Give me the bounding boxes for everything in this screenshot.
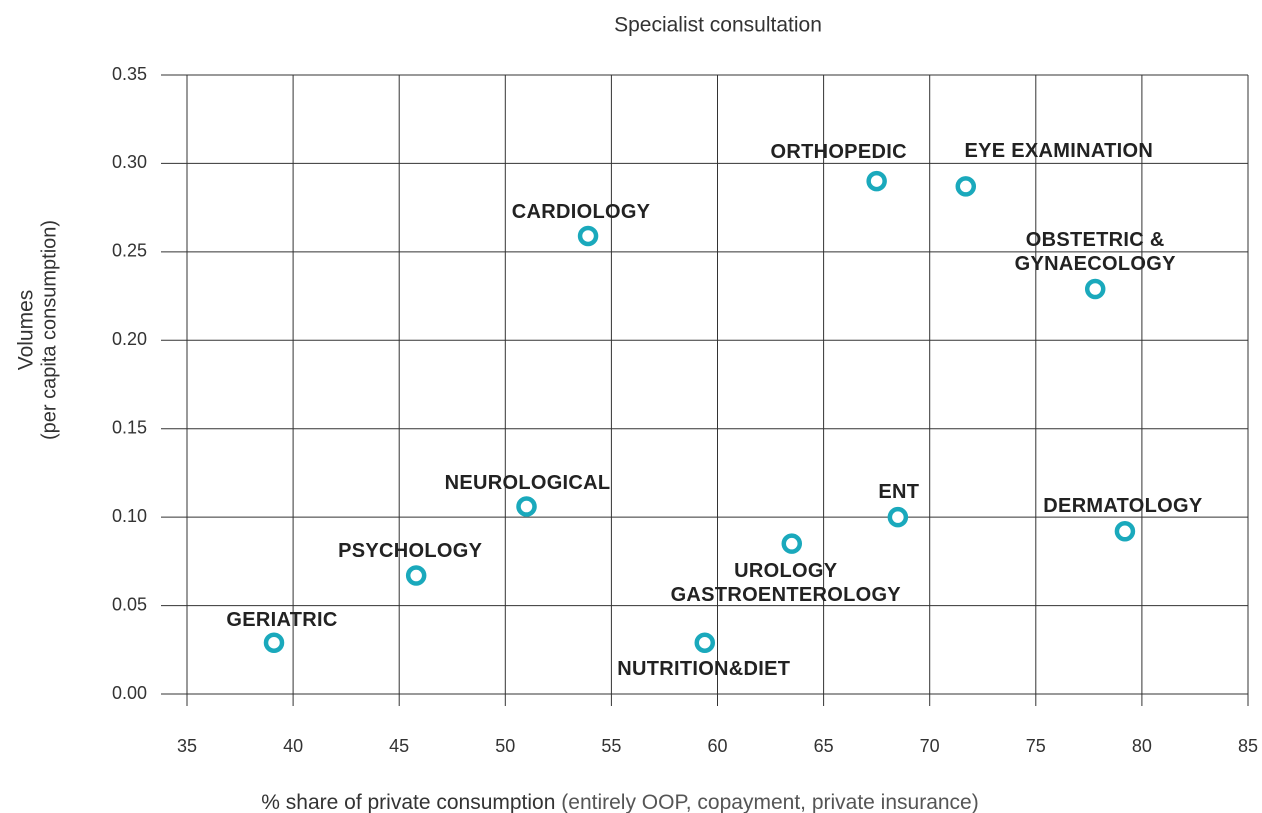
point-label: ORTHOPEDIC — [770, 141, 907, 164]
y-axis-label-note: (per capita consumption) — [38, 220, 60, 440]
point — [1084, 278, 1106, 300]
point — [516, 496, 537, 517]
y-tick-label: 0.20 — [112, 329, 147, 349]
y-tick-label: 0.00 — [112, 683, 147, 703]
y-tick-label: 0.15 — [112, 417, 147, 437]
x-tick-label: 45 — [389, 736, 409, 756]
y-tick-label: 0.25 — [112, 241, 147, 261]
chart-title: Specialist consultation — [614, 14, 822, 37]
y-tick-label: 0.30 — [112, 152, 147, 172]
y-tick-label: 0.10 — [112, 506, 147, 526]
y-axis-label-group: Volumes (per capita consumption) — [15, 220, 61, 440]
x-tick-label: 85 — [1238, 736, 1258, 756]
point — [577, 225, 599, 247]
x-tick-label: 35 — [177, 736, 197, 756]
point-label: NUTRITION&DIET — [617, 657, 791, 680]
point-label: NEUROLOGICAL — [444, 471, 611, 494]
x-axis-label: % share of private consumption (entirely… — [261, 791, 978, 813]
x-tick-label: 60 — [707, 736, 727, 756]
x-tick-label: 65 — [814, 736, 834, 756]
x-tick-label: 70 — [920, 736, 940, 756]
point — [405, 565, 427, 586]
x-tick-label: 50 — [495, 736, 515, 756]
point-label: CARDIOLOGY — [511, 200, 651, 223]
point-label: DERMATOLOGY — [1043, 495, 1203, 518]
x-axis-label-note: (entirely OOP, copayment, private insura… — [561, 791, 978, 813]
point — [263, 632, 285, 653]
point-label: OBSTETRIC & GYNAECOLOGY — [1014, 228, 1176, 275]
x-tick-label: 75 — [1026, 736, 1046, 756]
point — [694, 632, 716, 653]
point-label: EYE EXAMINATION — [964, 140, 1154, 163]
point — [866, 170, 887, 192]
point — [1114, 521, 1136, 542]
point-label: UROLOGY GASTROENTEROLOGY — [670, 559, 901, 606]
x-tick-label: 40 — [283, 736, 303, 756]
point-label: GERIATRIC — [226, 608, 338, 631]
point-label: PSYCHOLOGY — [338, 539, 483, 562]
point-label: ENT — [878, 481, 920, 504]
y-axis-label: Volumes — [15, 290, 38, 371]
x-tick-label: 55 — [601, 736, 621, 756]
x-tick-label: 80 — [1132, 736, 1152, 756]
point — [781, 533, 803, 554]
y-tick-label: 0.35 — [112, 64, 147, 84]
point — [887, 506, 909, 528]
x-axis-label-main: % share of private consumption — [261, 791, 555, 813]
point — [955, 176, 977, 197]
y-tick-label: 0.05 — [112, 594, 147, 614]
